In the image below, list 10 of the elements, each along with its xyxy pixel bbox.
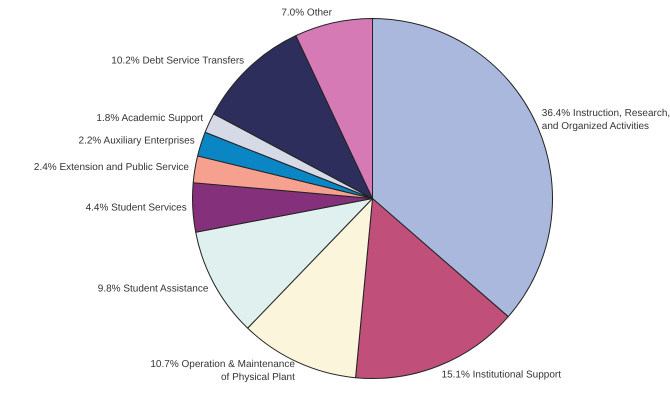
slice-label: 7.0% Other: [281, 8, 333, 19]
slice-label: 36.4% Instruction, Research, and Organized Activities: [542, 108, 670, 132]
slice-label: 2.2% Auxiliary Enterprises: [78, 135, 195, 146]
slice-label: 2.4% Extension and Public Service: [34, 162, 190, 174]
slice-label: 10.2% Debt Service Transfers: [111, 55, 244, 66]
slice-label: 15.1% Institutional Support: [442, 369, 562, 380]
slice-label: 4.4% Student Services: [86, 202, 187, 214]
slice-label: 10.7% Operation & Maintenance of Physical Plant: [150, 359, 296, 384]
slice-label: 1.8% Academic Support: [96, 113, 204, 124]
slice-label: 9.8% Student Assistance: [98, 283, 209, 294]
